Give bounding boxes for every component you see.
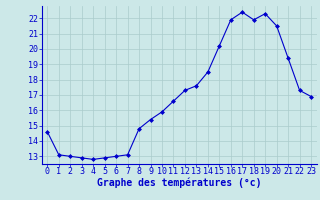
X-axis label: Graphe des températures (°c): Graphe des températures (°c) bbox=[97, 178, 261, 188]
